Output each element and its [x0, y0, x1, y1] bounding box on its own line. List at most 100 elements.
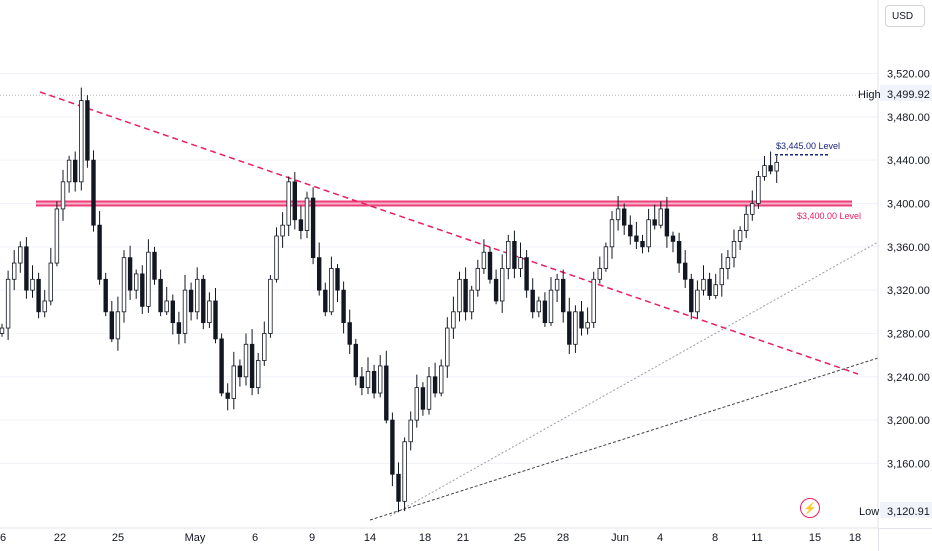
ascending-support-line-2 [369, 357, 879, 521]
candle-body [54, 208, 60, 264]
candle-body [60, 181, 66, 210]
candle-body [329, 268, 334, 313]
candle-body [316, 257, 322, 291]
candle-body [591, 278, 596, 324]
x-tick-label: 6 [252, 532, 258, 544]
candle-body [756, 176, 761, 204]
candle-body [548, 289, 554, 324]
candle-body [66, 159, 72, 183]
level-3400-label: $3,400.00 Level [797, 211, 861, 221]
x-axis[interactable]: 6 22 25 May 6 9 14 18 21 25 28 Jun 4 8 11 15 18 [0, 527, 878, 544]
candle-body [213, 300, 218, 340]
candle-body [530, 289, 535, 313]
high-value-badge [880, 85, 932, 101]
candle-body [457, 278, 462, 313]
candle-body [158, 278, 163, 313]
candle-body [182, 289, 188, 334]
candle-body [670, 235, 676, 242]
candle-body [603, 246, 609, 269]
candle-body [622, 208, 627, 226]
candle-body [438, 365, 444, 394]
candle-body [262, 333, 267, 361]
candle-body [310, 197, 316, 259]
x-tick-label: 9 [309, 532, 315, 544]
x-tick-label: 28 [557, 532, 569, 544]
candle-body [402, 441, 407, 502]
candle-body [225, 392, 230, 399]
candle-body [731, 241, 737, 259]
candle-body [231, 365, 236, 399]
candle-body [97, 224, 102, 280]
candle-body [414, 387, 419, 421]
lightning-icon[interactable]: ⚡ [800, 498, 820, 518]
candle-body [0, 327, 5, 334]
y-tick-label: 3,360.00 [887, 242, 930, 254]
candle-body [658, 208, 663, 226]
candle-body [408, 419, 413, 443]
candle-body [152, 251, 157, 280]
candle-body [353, 343, 358, 378]
candle-body [18, 246, 23, 264]
candle-body [652, 219, 657, 226]
candle-body [512, 241, 517, 269]
y-tick-label: 3,200.00 [887, 415, 930, 427]
candle-body [744, 213, 749, 231]
candle-body [298, 219, 304, 231]
y-tick-label: 3,160.00 [887, 458, 930, 470]
candle-body [73, 159, 78, 183]
candle-body [750, 203, 755, 215]
candle-body [713, 284, 718, 296]
x-tick-label: 14 [364, 532, 376, 544]
candle-body [91, 159, 96, 226]
y-tick-label: 3,480.00 [887, 112, 930, 124]
candle-body [188, 289, 194, 313]
candle-body [628, 224, 633, 237]
candle-body [646, 219, 651, 248]
candle-body [384, 365, 389, 421]
level-3445-label: $3,445.00 Level [776, 141, 840, 151]
currency-selector[interactable]: USD [885, 5, 925, 27]
candle-body [268, 278, 273, 334]
candle-body [347, 322, 352, 345]
candle-body [396, 473, 401, 502]
candle-body [85, 100, 90, 161]
y-axis[interactable]: 3,520.00 3,480.00 3,440.00 3,400.00 3,360.00… [877, 0, 930, 528]
candle-body [768, 165, 773, 172]
y-tick-label: 3,280.00 [887, 328, 930, 340]
candle-body [463, 278, 468, 313]
candle-body [292, 181, 297, 221]
candle-body [390, 419, 395, 475]
candle-body [249, 343, 255, 389]
candle-body [676, 241, 682, 264]
candle-body [170, 300, 175, 324]
candle-body [426, 376, 432, 410]
x-tick-label: 4 [657, 532, 663, 544]
candle-body [536, 300, 541, 313]
candle-body [707, 278, 712, 296]
candle-body [689, 278, 694, 313]
descending-trendline [39, 91, 859, 375]
candle-body [475, 268, 480, 291]
candle-body [176, 322, 182, 334]
candle-body [207, 300, 212, 324]
candle-body [274, 235, 279, 280]
candle-body [481, 251, 487, 269]
candle-body [493, 278, 499, 302]
candle-body [194, 278, 200, 313]
candle-body [335, 268, 340, 291]
candle-body [573, 311, 578, 345]
candle-body [762, 165, 767, 177]
candle-body [597, 268, 602, 280]
candle-body [286, 181, 291, 226]
high-value: 3,499.92 [887, 89, 930, 101]
x-tick-label: 21 [457, 532, 469, 544]
candle-body [445, 327, 450, 367]
candle-body [640, 241, 645, 248]
y-tick-label: 3,240.00 [887, 372, 930, 384]
candle-body [201, 278, 206, 324]
candle-body [115, 311, 121, 340]
candle-body [567, 311, 572, 345]
candle-body [280, 224, 285, 237]
candle-body [719, 268, 724, 286]
